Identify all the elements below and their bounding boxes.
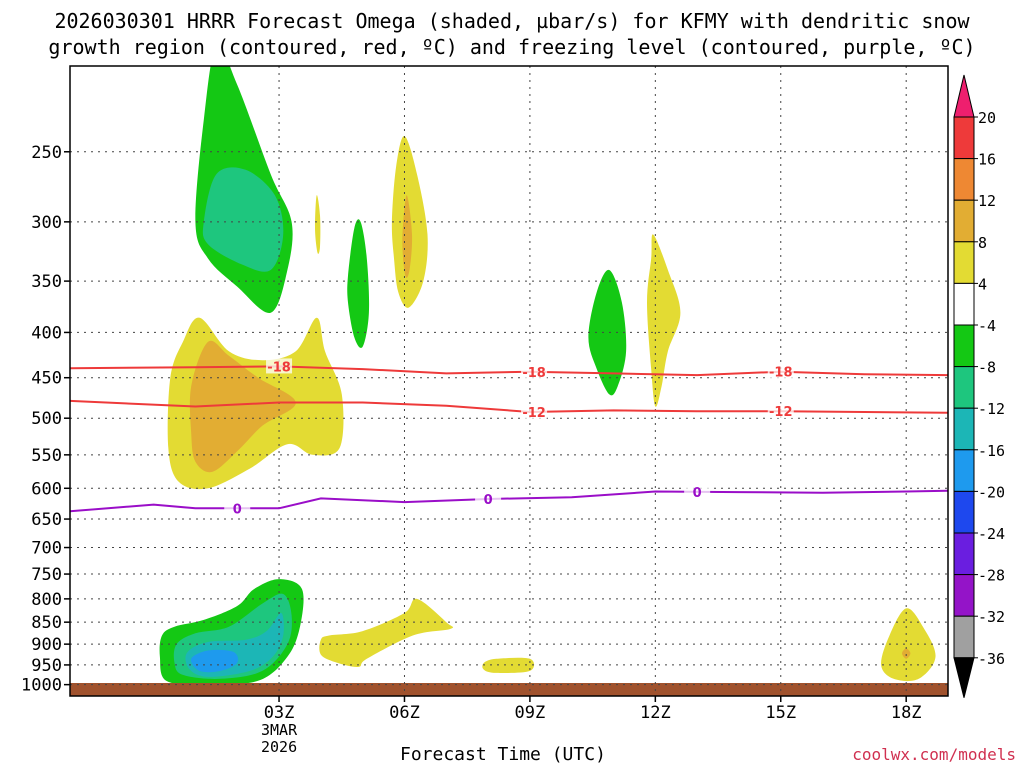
colorbar-swatch-5 bbox=[953, 324, 975, 368]
dgz-18-label-bg-1 bbox=[521, 363, 548, 379]
dgz-18-label-bg-2 bbox=[767, 363, 794, 379]
y-tick-label-400: 400 bbox=[31, 323, 62, 343]
freezing-level-contour bbox=[69, 489, 949, 513]
x-tick-label-09Z: 09Z bbox=[515, 703, 546, 723]
colorbar-swatch-0 bbox=[953, 116, 975, 160]
ground-surface-bar bbox=[70, 683, 948, 696]
omega-area-pos8-9 bbox=[189, 340, 296, 473]
colorbar-swatch-3 bbox=[953, 241, 975, 284]
x-tick-sublabel-date: 3MAR bbox=[261, 721, 298, 739]
freezing-level-label-bg-0 bbox=[224, 500, 251, 516]
x-tick-label-06Z: 06Z bbox=[389, 703, 420, 723]
colorbar-swatch-12 bbox=[953, 615, 975, 659]
y-tick-label-550: 550 bbox=[31, 446, 62, 466]
freezing-level-label-bg-2 bbox=[684, 483, 711, 499]
x-tick-label-15Z: 15Z bbox=[765, 703, 796, 723]
y-tick-label-750: 750 bbox=[31, 565, 62, 585]
omega-area-pos4-4 bbox=[314, 195, 321, 254]
omega-area-neg4-3 bbox=[588, 269, 627, 396]
dgz-18-label-0: -18 bbox=[267, 360, 291, 375]
y-tick-label-700: 700 bbox=[31, 539, 62, 559]
colorbar-label-10: -24 bbox=[978, 525, 1005, 543]
y-tick-label-1000: 1000 bbox=[21, 676, 62, 696]
y-tick-label-500: 500 bbox=[31, 409, 62, 429]
chart-title-line1: 2026030301 HRRR Forecast Omega (shaded, … bbox=[54, 9, 970, 33]
omega-area-pos4-14 bbox=[319, 598, 454, 668]
colorbar-swatch-6 bbox=[953, 366, 975, 409]
colorbar-label-7: -12 bbox=[978, 400, 1005, 418]
omega-area-pos4-7 bbox=[647, 234, 681, 407]
colorbar-label-6: -8 bbox=[978, 359, 996, 377]
y-tick-label-350: 350 bbox=[31, 272, 62, 292]
colorbar-swatch-7 bbox=[953, 407, 975, 451]
y-tick-label-250: 250 bbox=[31, 143, 62, 163]
chart-title-line2: growth region (contoured, red, ºC) and f… bbox=[48, 35, 976, 59]
omega-area-pos8-17 bbox=[902, 648, 911, 659]
x-tick-label-18Z: 18Z bbox=[891, 703, 922, 723]
dgz-18-label-2: -18 bbox=[769, 366, 793, 381]
colorbar-label-9: -20 bbox=[978, 483, 1005, 501]
y-tick-label-800: 800 bbox=[31, 590, 62, 610]
dgz-18-label-1: -18 bbox=[522, 366, 546, 381]
colorbar-swatch-4 bbox=[953, 282, 975, 326]
x-axis-title: Forecast Time (UTC) bbox=[400, 744, 606, 765]
freezing-level-label-0: 0 bbox=[233, 502, 242, 517]
x-tick-label-03Z: 03Z bbox=[264, 703, 295, 723]
colorbar-swatch-2 bbox=[953, 199, 975, 243]
dgz-12-label-bg-1 bbox=[767, 403, 794, 419]
credit-text: coolwx.com/models bbox=[852, 745, 1016, 764]
dgz-12-label-1: -12 bbox=[769, 405, 793, 420]
colorbar-swatch-under bbox=[953, 657, 975, 698]
y-tick-label-450: 450 bbox=[31, 369, 62, 389]
omega-area-pos4-16 bbox=[881, 608, 936, 682]
colorbar-label-4: 4 bbox=[978, 275, 987, 293]
colorbar-label-12: -32 bbox=[978, 608, 1005, 626]
colorbar-label-13: -36 bbox=[978, 650, 1005, 668]
omega-area-pos4-15 bbox=[482, 657, 535, 674]
y-tick-label-850: 850 bbox=[31, 613, 62, 633]
colorbar-swatch-over bbox=[953, 74, 975, 118]
colorbar-label-5: -4 bbox=[978, 317, 996, 335]
dgz-12-label-bg-0 bbox=[521, 403, 548, 419]
colorbar-swatch-11 bbox=[953, 574, 975, 617]
y-tick-label-300: 300 bbox=[31, 213, 62, 233]
omega-shading bbox=[159, 66, 936, 685]
y-tick-label-900: 900 bbox=[31, 635, 62, 655]
y-tick-label-600: 600 bbox=[31, 479, 62, 499]
plot-frame bbox=[69, 65, 949, 697]
omega-area-neg8-1 bbox=[202, 167, 284, 272]
grid-lines bbox=[70, 66, 948, 696]
colorbar: 20 16 12 8 4 -4 -8 -12 -16 -20 -24 -28 -32 -36 bbox=[953, 74, 1005, 698]
x-tick-label-12Z: 12Z bbox=[640, 703, 671, 723]
colorbar-label-2: 12 bbox=[978, 192, 996, 210]
freezing-level-label-1: 0 bbox=[484, 493, 493, 508]
dgz-12-label-0: -12 bbox=[522, 406, 546, 421]
x-tick-sublabel-year: 2026 bbox=[261, 738, 297, 756]
colorbar-label-0: 20 bbox=[978, 109, 996, 127]
colorbar-swatch-8 bbox=[953, 449, 975, 492]
omega-area-neg4-2 bbox=[347, 219, 370, 348]
colorbar-swatch-9 bbox=[953, 490, 975, 534]
y-tick-label-650: 650 bbox=[31, 510, 62, 530]
colorbar-label-8: -16 bbox=[978, 442, 1005, 460]
omega-area-neg16-13 bbox=[190, 649, 239, 673]
colorbar-swatch-10 bbox=[953, 532, 975, 576]
colorbar-swatch-1 bbox=[953, 158, 975, 201]
colorbar-label-1: 16 bbox=[978, 151, 996, 169]
colorbar-label-11: -28 bbox=[978, 567, 1005, 585]
freezing-level-label-bg-1 bbox=[475, 491, 502, 507]
y-tick-label-950: 950 bbox=[31, 656, 62, 676]
omega-area-pos8-6 bbox=[402, 195, 413, 278]
dgz-18-label-bg-0 bbox=[266, 358, 293, 374]
colorbar-label-3: 8 bbox=[978, 234, 987, 252]
freezing-level-label-2: 0 bbox=[693, 486, 702, 501]
